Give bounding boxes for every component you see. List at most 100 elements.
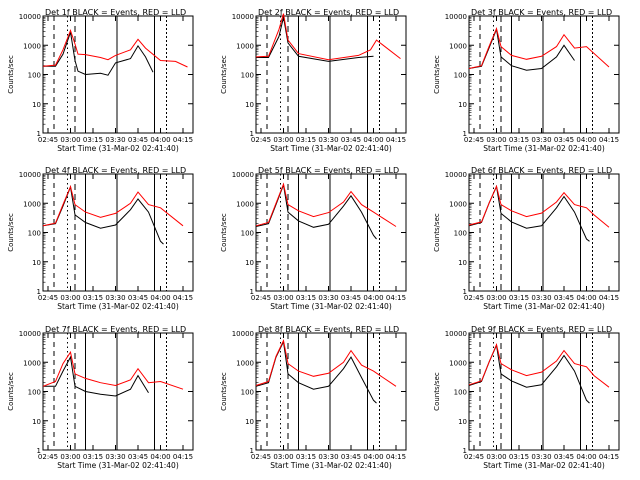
y-axis-label: Counts/sec [220, 213, 228, 252]
x-tick-label: 04:15 [599, 294, 619, 302]
x-tick-label: 04:15 [386, 136, 406, 144]
x-tick-label: 03:30 [531, 453, 551, 461]
y-tick-label: 100 [28, 230, 41, 238]
y-tick-label: 10000 [232, 171, 254, 179]
series-events-line [468, 184, 590, 242]
y-tick-label: 1000 [236, 42, 254, 50]
y-axis-label: Counts/sec [7, 55, 15, 94]
y-tick-label: 1 [37, 130, 41, 138]
x-tick-label: 03:00 [273, 294, 293, 302]
x-tick-label: 03:00 [60, 453, 80, 461]
y-tick-label: 10 [32, 418, 41, 426]
series-events-line [468, 27, 575, 71]
y-tick-label: 10 [32, 101, 41, 109]
x-tick-label: 02:45 [251, 294, 271, 302]
y-tick-label: 10 [458, 418, 467, 426]
x-tick-label: 04:15 [386, 294, 406, 302]
y-tick-label: 10000 [445, 13, 467, 21]
x-tick-label: 04:00 [576, 136, 596, 144]
y-axis-label: Counts/sec [433, 372, 441, 411]
x-tick-label: 03:15 [509, 294, 529, 302]
y-tick-label: 1 [250, 288, 254, 296]
y-tick-label: 1000 [449, 42, 467, 50]
y-tick-label: 1000 [236, 200, 254, 208]
series-events-line [255, 183, 377, 240]
y-tick-label: 10000 [19, 13, 41, 21]
x-tick-label: 04:00 [150, 294, 170, 302]
series-lld-line [468, 27, 610, 69]
y-tick-label: 10000 [19, 330, 41, 338]
y-tick-label: 100 [454, 72, 467, 80]
x-tick-label: 04:15 [599, 136, 619, 144]
x-tick-label: 03:15 [509, 453, 529, 461]
x-axis-label: Start Time (31-Mar-02 02:41:40) [270, 302, 392, 311]
y-tick-label: 1000 [449, 200, 467, 208]
series-lld-line [42, 350, 184, 390]
x-tick-label: 03:15 [83, 294, 103, 302]
y-tick-label: 10000 [19, 171, 41, 179]
y-tick-label: 10000 [232, 13, 254, 21]
y-tick-label: 1000 [449, 359, 467, 367]
y-tick-label: 1 [463, 130, 467, 138]
y-tick-label: 10 [245, 101, 254, 109]
y-tick-label: 1 [463, 288, 467, 296]
series-lld-line [468, 343, 610, 388]
x-tick-label: 04:15 [173, 294, 193, 302]
x-tick-label: 04:00 [363, 453, 383, 461]
plot-frame [255, 173, 407, 292]
x-tick-label: 03:00 [486, 453, 506, 461]
x-tick-label: 04:00 [150, 453, 170, 461]
x-tick-label: 03:45 [341, 136, 361, 144]
plot-frame [255, 15, 407, 134]
x-tick-label: 03:45 [128, 294, 148, 302]
panel-9: Det 9f BLACK = Events, RED = LLD 1 10 100 10… [433, 325, 620, 470]
y-axis-label: Counts/sec [220, 55, 228, 94]
panel-title: Det 4f BLACK = Events, RED = LLD [45, 166, 186, 175]
panel-title: Det 8f BLACK = Events, RED = LLD [258, 325, 399, 334]
x-tick-label: 03:15 [83, 453, 103, 461]
panel-title: Det 5f BLACK = Events, RED = LLD [258, 166, 399, 175]
x-tick-label: 03:00 [60, 136, 80, 144]
series-events-line [468, 343, 590, 404]
y-tick-label: 100 [28, 72, 41, 80]
plot-frame [468, 173, 620, 292]
series-events-line [42, 185, 164, 245]
x-tick-label: 03:00 [273, 453, 293, 461]
x-tick-label: 03:30 [105, 453, 125, 461]
x-tick-label: 02:45 [38, 136, 58, 144]
x-tick-label: 04:15 [386, 453, 406, 461]
x-tick-label: 03:30 [531, 136, 551, 144]
y-tick-label: 100 [241, 230, 254, 238]
panel-4: Det 4f BLACK = Events, RED = LLD 1 10 100 10… [7, 166, 194, 311]
x-tick-label: 02:45 [38, 453, 58, 461]
panel-title: Det 3f BLACK = Events, RED = LLD [471, 8, 612, 17]
x-tick-label: 03:45 [128, 453, 148, 461]
panel-1: Det 1f BLACK = Events, RED = LLD 1 10 100 10… [7, 8, 194, 153]
series-events-line [43, 32, 154, 76]
x-axis-label: Start Time (31-Mar-02 02:41:40) [483, 144, 605, 153]
panel-2: Det 2f BLACK = Events, RED = LLD 1 10 100 10… [220, 8, 407, 153]
y-tick-label: 100 [241, 72, 254, 80]
x-tick-label: 03:30 [318, 294, 338, 302]
x-tick-label: 03:00 [486, 136, 506, 144]
series-lld-line [255, 13, 401, 61]
y-tick-label: 10000 [232, 330, 254, 338]
x-tick-label: 03:30 [318, 453, 338, 461]
x-tick-label: 03:00 [486, 294, 506, 302]
y-tick-label: 100 [241, 389, 254, 397]
x-tick-label: 03:15 [296, 136, 316, 144]
y-tick-label: 1000 [23, 200, 41, 208]
y-axis-label: Counts/sec [433, 213, 441, 252]
x-tick-label: 02:45 [464, 136, 484, 144]
y-tick-label: 100 [454, 389, 467, 397]
y-tick-label: 10 [458, 259, 467, 267]
x-tick-label: 03:00 [60, 294, 80, 302]
series-lld-line [42, 185, 184, 227]
x-tick-label: 03:30 [531, 294, 551, 302]
y-tick-label: 1000 [236, 359, 254, 367]
panel-title: Det 2f BLACK = Events, RED = LLD [258, 8, 399, 17]
series-lld-line [255, 339, 397, 387]
plot-frame [42, 332, 194, 451]
y-tick-label: 1 [37, 288, 41, 296]
